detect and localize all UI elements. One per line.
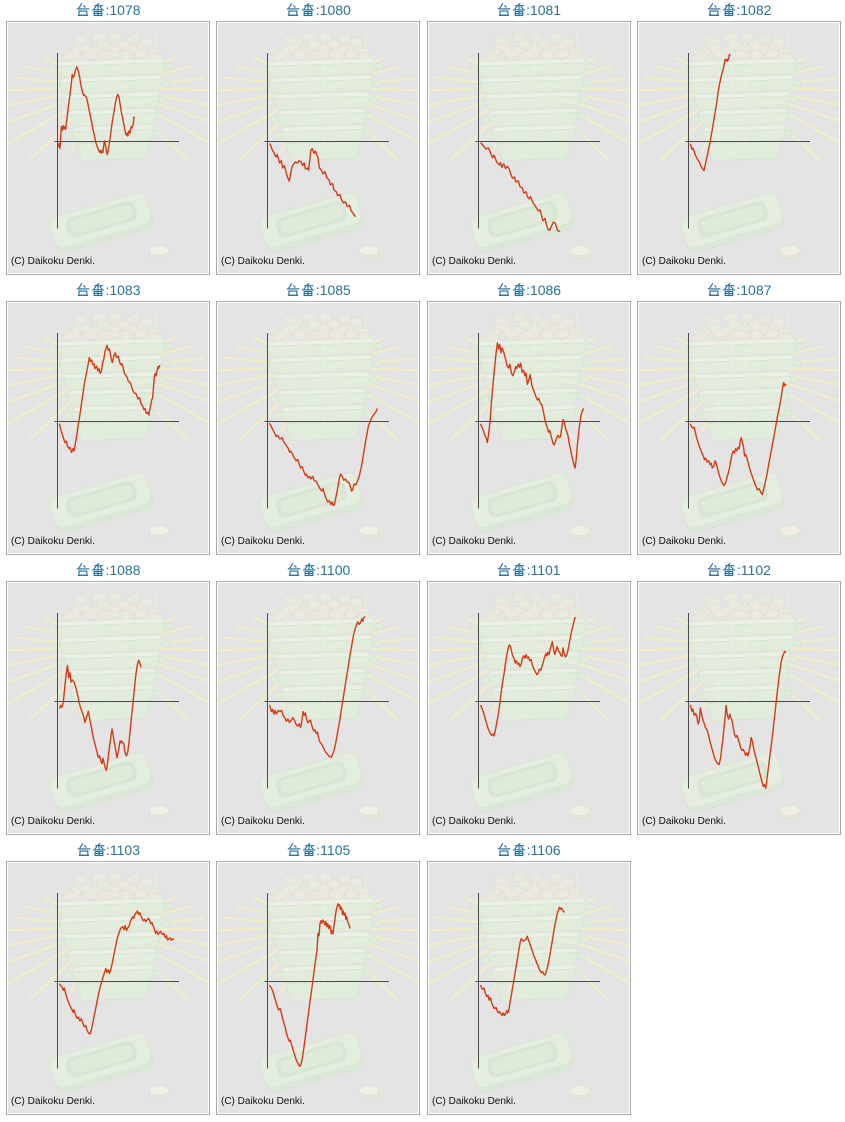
svg-text:(C) Daikoku Denki.: (C) Daikoku Denki. <box>11 1096 95 1107</box>
svg-text:(C) Daikoku Denki.: (C) Daikoku Denki. <box>432 1096 516 1107</box>
svg-text:(C) Daikoku Denki.: (C) Daikoku Denki. <box>642 816 726 827</box>
svg-text:(C) Daikoku Denki.: (C) Daikoku Denki. <box>221 256 305 267</box>
svg-text:(C) Daikoku Denki.: (C) Daikoku Denki. <box>221 536 305 547</box>
svg-text:(C) Daikoku Denki.: (C) Daikoku Denki. <box>432 816 516 827</box>
svg-text:(C) Daikoku Denki.: (C) Daikoku Denki. <box>432 536 516 547</box>
svg-text:(C) Daikoku Denki.: (C) Daikoku Denki. <box>11 256 95 267</box>
svg-text:(C) Daikoku Denki.: (C) Daikoku Denki. <box>642 536 726 547</box>
svg-text:(C) Daikoku Denki.: (C) Daikoku Denki. <box>432 256 516 267</box>
svg-text:(C) Daikoku Denki.: (C) Daikoku Denki. <box>642 256 726 267</box>
svg-text:(C) Daikoku Denki.: (C) Daikoku Denki. <box>221 816 305 827</box>
svg-text:(C) Daikoku Denki.: (C) Daikoku Denki. <box>11 816 95 827</box>
svg-text:(C) Daikoku Denki.: (C) Daikoku Denki. <box>221 1096 305 1107</box>
svg-text:(C) Daikoku Denki.: (C) Daikoku Denki. <box>11 536 95 547</box>
